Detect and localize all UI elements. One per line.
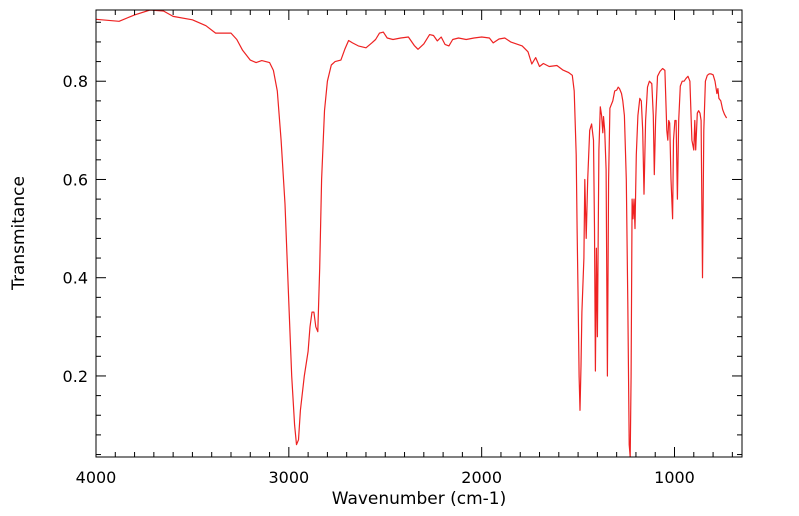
y-tick-label: 0.8 <box>63 72 88 91</box>
x-tick-label: 2000 <box>461 468 502 487</box>
x-axis-label: Wavenumber (cm-1) <box>332 489 507 509</box>
y-tick-label: 0.4 <box>63 269 88 288</box>
x-tick-label: 1000 <box>654 468 695 487</box>
y-axis-label: Transmitance <box>9 176 29 291</box>
x-tick-label: 4000 <box>76 468 117 487</box>
tick-label-layer: 4000 3000 2000 1000 0.2 0.4 0.6 0.8 <box>63 72 695 487</box>
x-tick-label: 3000 <box>268 468 309 487</box>
tick-layer <box>95 10 742 457</box>
y-tick-label: 0.2 <box>63 367 88 386</box>
series-layer <box>96 10 728 457</box>
plot-frame <box>95 9 743 458</box>
y-tick-label: 0.6 <box>63 170 88 189</box>
spectrum-line-0 <box>96 10 728 457</box>
